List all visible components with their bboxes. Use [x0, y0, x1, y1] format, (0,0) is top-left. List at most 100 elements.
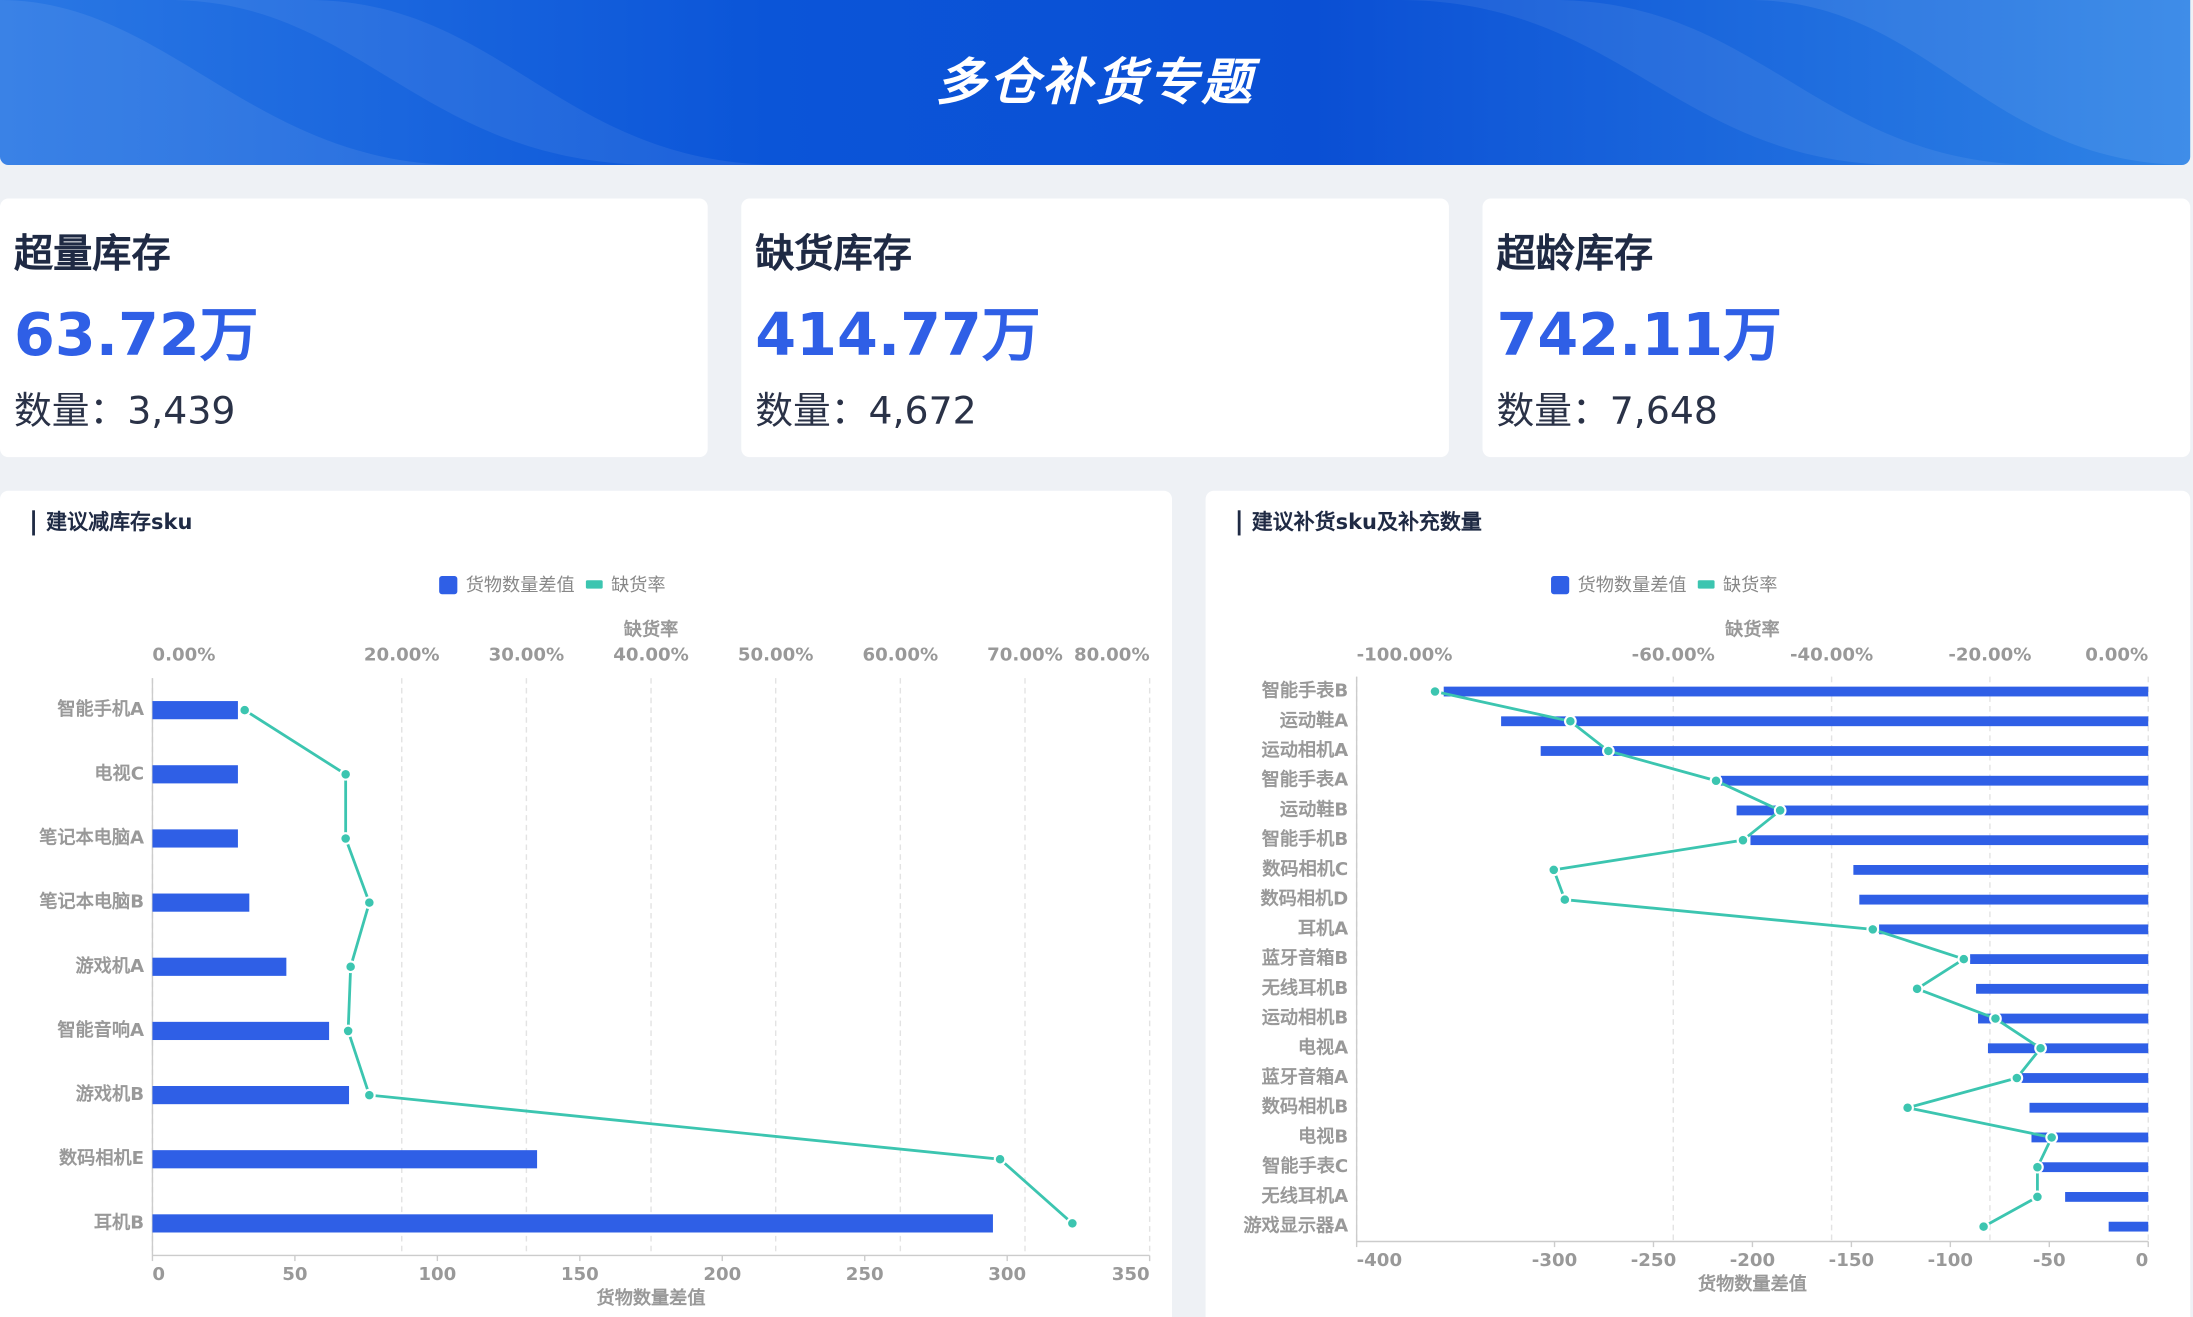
card-count: 数量：4,672 — [755, 390, 977, 434]
rate-point — [339, 832, 353, 845]
bar — [1720, 775, 2149, 786]
rate-point — [1910, 982, 1924, 996]
y-tick-label: 运动鞋B — [1280, 798, 1348, 820]
chart-panel: 建议减库存sku 货物数量差值 缺货率 缺货率 货物数量差值 0.00% 20.00% 30.… — [0, 490, 1173, 1317]
y-tick-label: 运动鞋A — [1280, 709, 1349, 731]
x-tick-label: -200 — [1730, 1250, 1775, 1271]
y-tick-label: 电视A — [1298, 1036, 1348, 1058]
y-tick-label: 电视C — [94, 762, 144, 784]
x2-tick-label: 70.00% — [987, 645, 1063, 666]
y-tick-label: 数码相机C — [1262, 858, 1348, 880]
bar — [2037, 1162, 2149, 1173]
rate-point — [1866, 923, 1880, 936]
bar — [1853, 865, 2149, 875]
rate-point — [1989, 1012, 2002, 1025]
x-tick-label: 50 — [282, 1264, 307, 1285]
y-tick-label: 智能音响A — [57, 1019, 144, 1041]
x-tick-label: -100 — [1928, 1250, 1973, 1271]
legend-swatch — [439, 576, 458, 595]
rate-point — [341, 1024, 355, 1038]
y-tick-label: 游戏机B — [76, 1083, 144, 1105]
rate-point — [1602, 744, 1615, 758]
card-title: 缺货库存 — [755, 230, 912, 277]
x-tick-label: 200 — [703, 1264, 741, 1285]
title-marker — [32, 510, 35, 536]
rate-point — [1558, 893, 1572, 906]
card-count: 数量：7,648 — [1496, 390, 1718, 434]
bar — [1750, 835, 2149, 846]
header-decor — [0, 0, 2191, 165]
y-tick-label: 无线耳机B — [1262, 977, 1348, 999]
bar — [1978, 1013, 2149, 1024]
bar — [152, 701, 238, 720]
rate-point — [2031, 1160, 2044, 1174]
x2-tick-label: -60.00% — [1632, 645, 1715, 666]
legend-label: 货物数量差值 — [466, 575, 575, 596]
y-tick-label: 智能手机A — [57, 698, 144, 720]
bar — [1859, 894, 2149, 905]
bar — [2029, 1102, 2149, 1113]
x-tick-label: -300 — [1532, 1250, 1577, 1271]
bar — [1501, 716, 2149, 727]
y-tick-label: 智能手表A — [1262, 769, 1349, 791]
rate-line — [243, 708, 1074, 1225]
x2-tick-label: 20.00% — [364, 645, 440, 666]
legend-label: 货物数量差值 — [1578, 575, 1687, 596]
x-axis-title: 货物数量差值 — [1698, 1273, 1807, 1295]
rate-point — [2034, 1041, 2047, 1055]
rate-point — [1547, 863, 1561, 877]
bar — [1879, 924, 2149, 935]
y-tick-label: 电视B — [1298, 1125, 1348, 1147]
rate-point — [1901, 1101, 1914, 1115]
x2-tick-label: -40.00% — [1790, 645, 1873, 666]
y-tick-label: 笔记本电脑A — [39, 826, 144, 848]
rate-point — [1773, 804, 1787, 817]
rate-point — [1564, 714, 1577, 728]
x2-axis-title: 缺货率 — [1724, 619, 1779, 641]
bar — [1443, 686, 2149, 697]
kpi-card: 缺货库存 414.77万 数量：4,672 — [741, 198, 1449, 458]
y-tick-label: 数码相机E — [59, 1147, 144, 1169]
rate-point — [362, 896, 376, 909]
bar — [1540, 746, 2149, 756]
x2-tick-label: 0.00% — [2085, 645, 2148, 666]
rate-point — [2010, 1071, 2024, 1085]
rate-point — [1428, 685, 1442, 698]
bar — [152, 1021, 330, 1041]
rate-point — [344, 960, 358, 974]
y-tick-label: 游戏显示器A — [1243, 1215, 1348, 1237]
y-tick-label: 笔记本电脑B — [39, 891, 144, 913]
legend-swatch — [585, 580, 603, 589]
x2-tick-label: 30.00% — [489, 645, 565, 666]
y-tick-label: 无线耳机A — [1262, 1185, 1349, 1207]
y-tick-label: 数码相机D — [1261, 888, 1349, 910]
title-marker — [1237, 510, 1241, 536]
rate-point — [362, 1088, 376, 1102]
x2-tick-label: -100.00% — [1357, 645, 1453, 666]
rate-point — [1957, 952, 1971, 966]
y-tick-label: 运动相机A — [1262, 740, 1349, 761]
y-tick-label: 智能手表C — [1262, 1155, 1348, 1177]
rate-point — [993, 1152, 1007, 1166]
y-tick-label: 运动相机B — [1262, 1008, 1348, 1029]
bar — [152, 893, 250, 912]
header: 多仓补货专题 — [0, 0, 2191, 165]
legend-swatch — [1551, 576, 1570, 595]
bar — [2108, 1221, 2149, 1232]
x-tick-label: 100 — [418, 1264, 456, 1285]
rate-point — [2045, 1131, 2059, 1144]
card-title: 超量库存 — [13, 230, 171, 277]
rate-point — [1709, 774, 1723, 788]
x-tick-label: 350 — [1112, 1264, 1150, 1285]
y-tick-label: 蓝牙音箱B — [1262, 947, 1348, 969]
x2-tick-label: 60.00% — [863, 645, 939, 666]
x2-tick-label: 80.00% — [1074, 645, 1150, 666]
y-tick-label: 游戏机A — [76, 955, 145, 977]
bar — [2065, 1192, 2149, 1202]
x2-axis-title: 缺货率 — [623, 619, 678, 641]
page-title: 多仓补货专题 — [935, 54, 1255, 112]
kpi-card: 超量库存 63.72万 数量：3,439 — [0, 198, 708, 458]
